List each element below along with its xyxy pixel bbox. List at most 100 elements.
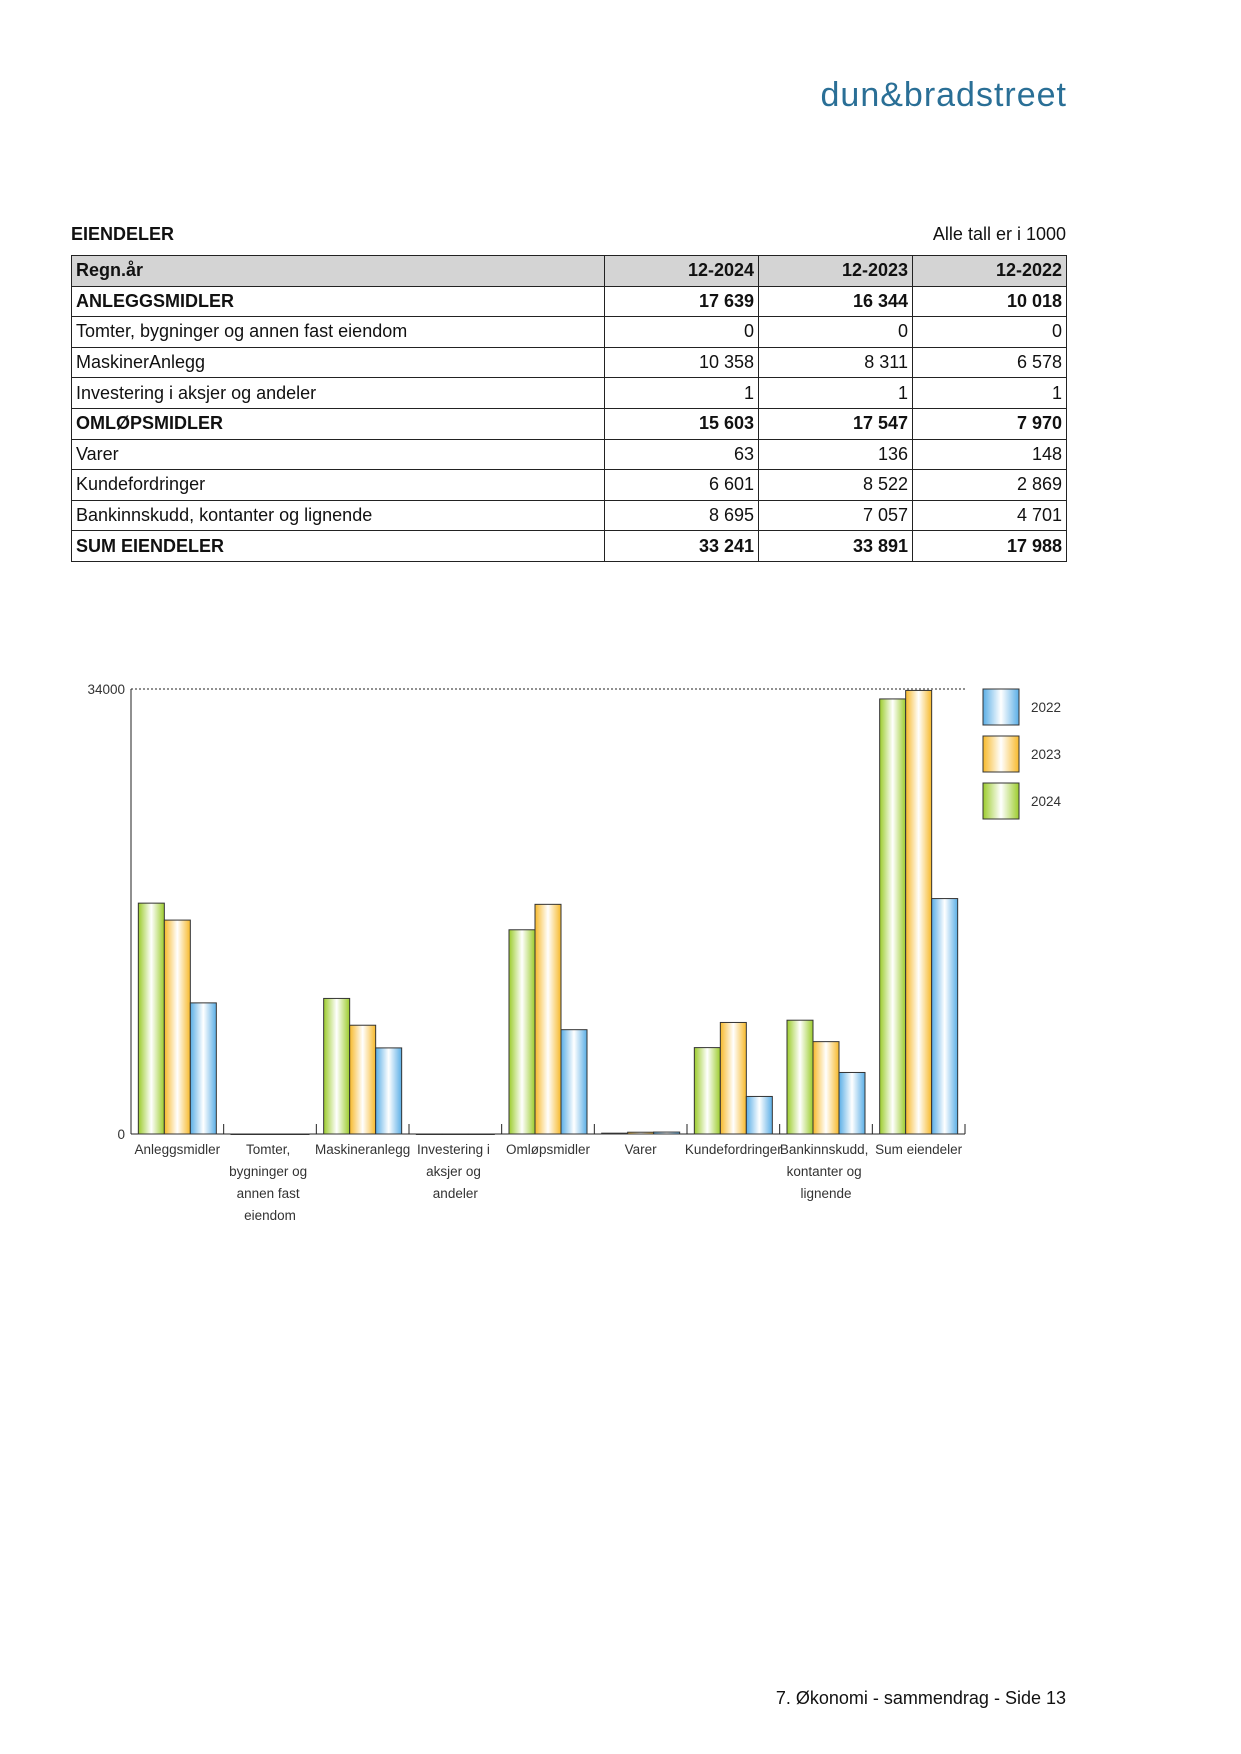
label-line: kontanter og <box>787 1164 866 1179</box>
balance-table: Regn.år 12-2024 12-2023 12-2022 ANLEGGSMIDLE… <box>71 255 1067 562</box>
table-cell: 17 639 <box>604 285 759 318</box>
table-cell: Tomter, bygninger og annen fast eiendom <box>71 316 605 348</box>
table-cell: 1 <box>758 377 913 409</box>
bar <box>256 1133 284 1135</box>
label-line: bygninger og <box>229 1164 311 1179</box>
bar <box>627 1131 655 1135</box>
bar <box>163 919 191 1135</box>
x-tick-label: Omløpsmidler <box>506 1142 591 1157</box>
bar <box>230 1133 258 1135</box>
table-cell: 12-2022 <box>912 255 1067 287</box>
table-cell: 8 522 <box>758 469 913 501</box>
table-cell: 148 <box>912 438 1067 471</box>
bar <box>534 903 562 1135</box>
label-line: Anleggsmidler <box>135 1142 221 1157</box>
table-cell: MaskinerAnlegg <box>71 346 605 379</box>
x-tick-label: Bankinnskudd, kontanter og lignende <box>780 1142 872 1201</box>
table-cell: 0 <box>604 316 759 348</box>
x-tick-label: Maskineranlegg <box>315 1142 410 1157</box>
table-cell: 15 603 <box>604 407 759 440</box>
bar <box>137 902 165 1135</box>
x-tick-label: Anleggsmidler <box>135 1142 221 1157</box>
bar <box>931 898 959 1135</box>
label-line: annen fast <box>237 1186 304 1201</box>
table-cell: Kundefordringer <box>71 469 605 501</box>
table-cell: 6 601 <box>604 469 759 501</box>
bar <box>467 1133 495 1135</box>
table-row: Tomter, bygninger og annen fast eiendom 0… <box>71 316 1067 348</box>
chart: 0 34000 Anleggsmidler Tomter, bygninger og … <box>87 682 1062 1223</box>
table-cell: Investering i aksjer og andeler <box>71 377 605 409</box>
table-cell: 1 <box>604 377 759 409</box>
label-line: aksjer og <box>426 1164 485 1179</box>
legend-label: 2024 <box>1031 794 1062 809</box>
bar <box>812 1041 840 1135</box>
table-cell: 7 970 <box>912 407 1067 440</box>
table-cell: 10 358 <box>604 346 759 379</box>
table-row: OMLØPSMIDLER 15 603 17 547 7 970 <box>71 407 1067 440</box>
table-row: Bankinnskudd, kontanter og lignende 8 695… <box>71 499 1067 532</box>
table-row: SUM EIENDELER 33 241 33 891 17 988 <box>71 530 1067 562</box>
bar <box>323 997 351 1135</box>
table-cell: OMLØPSMIDLER <box>71 407 605 440</box>
legend-label: 2022 <box>1031 700 1061 715</box>
table-cell: 33 891 <box>758 530 913 562</box>
table-cell: SUM EIENDELER <box>71 530 605 562</box>
table-cell: 7 057 <box>758 499 913 532</box>
label-line: eiendom <box>244 1208 296 1223</box>
bar <box>349 1024 377 1135</box>
table-cell: 63 <box>604 438 759 471</box>
table-row: Investering i aksjer og andeler 1 1 1 <box>71 377 1067 409</box>
table-row: Varer 63 136 148 <box>71 438 1067 471</box>
table-cell: 17 547 <box>758 407 913 440</box>
table-row: MaskinerAnlegg 10 358 8 311 6 578 <box>71 346 1067 379</box>
table-cell: 2 869 <box>912 469 1067 501</box>
x-tick-label: Tomter, bygninger og annen fast eiendom <box>229 1142 311 1223</box>
table-cell: 12-2024 <box>604 255 759 287</box>
y-tick-label: 34000 <box>87 682 125 697</box>
logo: dun&bradstreet <box>820 76 1067 114</box>
table-cell: 8 311 <box>758 346 913 379</box>
table-row: Regn.år 12-2024 12-2023 12-2022 <box>71 255 1067 287</box>
label-line: lignende <box>800 1186 851 1201</box>
label-line: Investering i <box>417 1142 494 1157</box>
label-line: Kundefordringer <box>685 1142 782 1157</box>
table-cell: 17 988 <box>912 530 1067 562</box>
x-tick-label: Kundefordringer <box>685 1142 782 1157</box>
legend-swatch <box>982 735 1020 773</box>
bar <box>879 698 907 1135</box>
x-tick-label: Varer <box>625 1142 658 1157</box>
bar <box>786 1019 814 1135</box>
bar <box>415 1133 443 1135</box>
label-line: Maskineranlegg <box>315 1142 410 1157</box>
bar <box>375 1047 403 1135</box>
table-cell: 10 018 <box>912 285 1067 318</box>
table-cell: Regn.år <box>71 255 605 287</box>
x-tick-label: Sum eiendeler <box>875 1142 963 1157</box>
bar <box>189 1002 217 1135</box>
table-cell: 0 <box>912 316 1067 348</box>
legend-label: 2023 <box>1031 747 1061 762</box>
table-cell: 6 578 <box>912 346 1067 379</box>
table-cell: 4 701 <box>912 499 1067 532</box>
table-row: ANLEGGSMIDLER 17 639 16 344 10 018 <box>71 285 1067 318</box>
footer: 7. Økonomi - sammendrag - Side 13 <box>775 1688 1066 1708</box>
table-cell: 136 <box>758 438 913 471</box>
table-cell: Varer <box>71 438 605 471</box>
section-title: EIENDELER <box>71 224 175 244</box>
table-cell: 8 695 <box>604 499 759 532</box>
bar <box>601 1132 629 1135</box>
bar <box>905 689 933 1135</box>
table-cell: 1 <box>912 377 1067 409</box>
bar <box>441 1133 469 1135</box>
table-row: Kundefordringer 6 601 8 522 2 869 <box>71 469 1067 501</box>
bar <box>560 1029 588 1135</box>
table-cell: 33 241 <box>604 530 759 562</box>
bar <box>838 1071 866 1135</box>
label-line: andeler <box>433 1186 479 1201</box>
table-cell: 12-2023 <box>758 255 913 287</box>
label-line: Sum eiendeler <box>875 1142 963 1157</box>
x-tick-label: Investering i aksjer og andeler <box>417 1142 494 1201</box>
label-line: Tomter, <box>246 1142 294 1157</box>
